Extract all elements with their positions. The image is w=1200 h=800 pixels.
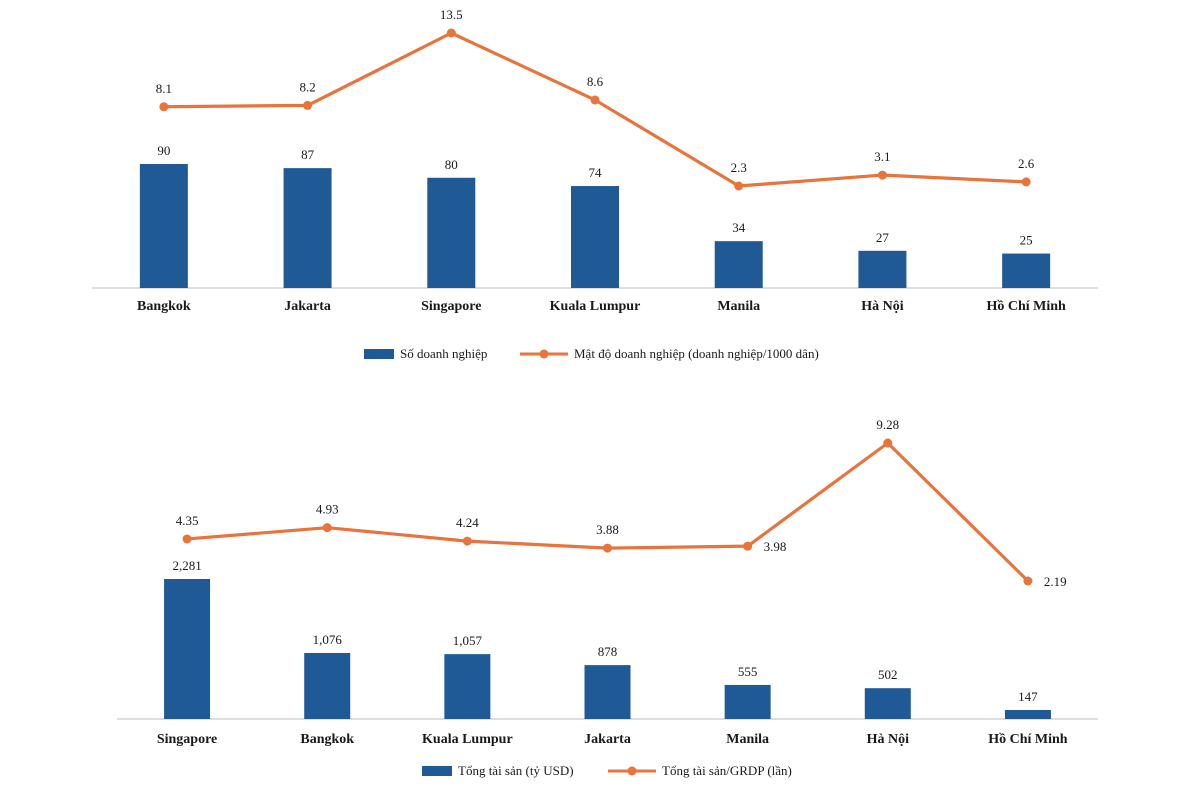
bar-data-label: 27 — [876, 230, 890, 245]
bar-data-label: 1,057 — [453, 633, 483, 648]
category-tick-label: Kuala Lumpur — [550, 299, 641, 314]
line-point — [743, 541, 753, 551]
line-data-label: 3.88 — [596, 522, 619, 537]
category-tick-label: Kuala Lumpur — [422, 732, 513, 747]
line-point — [303, 100, 313, 110]
line-data-label: 13.5 — [440, 7, 463, 22]
line-point — [446, 28, 456, 38]
bar — [139, 164, 188, 288]
bar-data-label: 34 — [732, 220, 746, 235]
bar-data-label: 878 — [598, 644, 618, 659]
line-data-label: 8.6 — [587, 74, 604, 89]
legend-label: Tổng tài sản/GRDP (lần) — [662, 763, 792, 778]
bar-data-label: 87 — [301, 147, 315, 162]
line-point — [590, 95, 600, 105]
bar — [304, 652, 351, 719]
bar — [283, 168, 332, 288]
line-series — [186, 441, 1030, 583]
line-data-label: 8.1 — [156, 81, 172, 96]
bar — [858, 250, 907, 288]
line-point — [883, 438, 893, 448]
line-data-label: 2.19 — [1044, 574, 1067, 589]
legend-label: Tổng tài sản (tỷ USD) — [458, 763, 574, 778]
bar — [864, 688, 911, 719]
line-point — [462, 536, 472, 546]
bar — [571, 186, 619, 288]
line-point — [182, 534, 192, 544]
category-tick-label: Bangkok — [300, 732, 354, 747]
bar-data-label: 25 — [1020, 233, 1033, 248]
legend-swatch-marker — [627, 766, 637, 776]
line-data-label: 4.93 — [316, 502, 339, 517]
category-tick-label: Hồ Chí Minh — [986, 299, 1066, 314]
bar-data-label: 80 — [445, 157, 458, 172]
legend-swatch-bar — [422, 766, 452, 776]
line-point — [734, 181, 744, 191]
chart-total-assets: 2,281 1,076 1,057 878 555 502 147 Singapore Bang… — [117, 417, 1098, 778]
bar-data-label: 74 — [589, 165, 603, 180]
bar-data-label: 2,281 — [172, 558, 201, 573]
bar — [427, 177, 476, 288]
line-data-label: 8.2 — [299, 79, 315, 94]
legend-label: Mật độ doanh nghiệp (doanh nghiệp/1000 d… — [574, 346, 819, 361]
line-point — [159, 102, 169, 112]
line-data-label: 9.28 — [876, 417, 899, 432]
bar-data-label: 147 — [1018, 689, 1038, 704]
line-data-label: 2.6 — [1018, 156, 1035, 171]
legend-label: Số doanh nghiệp — [400, 346, 487, 361]
category-tick-label: Hà Nội — [861, 299, 904, 314]
legend-swatch-bar — [364, 349, 394, 359]
legend-swatch-marker — [539, 349, 549, 359]
category-tick-label: Jakarta — [584, 732, 631, 747]
line-data-label: 3.1 — [874, 149, 890, 164]
category-tick-label: Manila — [726, 732, 769, 747]
bar-data-label: 90 — [157, 143, 170, 158]
line-data-label: 2.3 — [731, 160, 747, 175]
bar-data-label: 555 — [738, 664, 758, 679]
line-data-label: 3.98 — [764, 539, 787, 554]
line-data-label: 4.24 — [456, 515, 479, 530]
line-point — [1023, 576, 1033, 586]
category-tick-label: Hồ Chí Minh — [988, 732, 1068, 747]
bar — [714, 241, 763, 288]
line-point — [877, 170, 887, 180]
bar-data-label: 502 — [878, 667, 898, 682]
category-tick-label: Jakarta — [284, 299, 331, 314]
bar — [444, 654, 491, 719]
bar-data-label: 1,076 — [313, 632, 343, 647]
bar — [1004, 709, 1051, 719]
bar — [164, 579, 211, 719]
line-series — [163, 31, 1027, 188]
bar — [724, 684, 771, 719]
chart-business-count: 90 87 80 74 34 27 25 Bangkok Jakarta Singapore Kua… — [92, 7, 1098, 361]
bar — [584, 665, 631, 719]
line-point — [322, 523, 332, 533]
category-tick-label: Hà Nội — [867, 732, 910, 747]
line-point — [1021, 177, 1031, 187]
line-point — [603, 543, 612, 553]
line-data-label: 4.35 — [176, 513, 199, 528]
category-tick-label: Manila — [717, 299, 760, 314]
category-tick-label: Singapore — [421, 299, 481, 314]
category-tick-label: Singapore — [157, 732, 217, 747]
category-tick-label: Bangkok — [137, 299, 191, 314]
bar — [1002, 253, 1051, 288]
